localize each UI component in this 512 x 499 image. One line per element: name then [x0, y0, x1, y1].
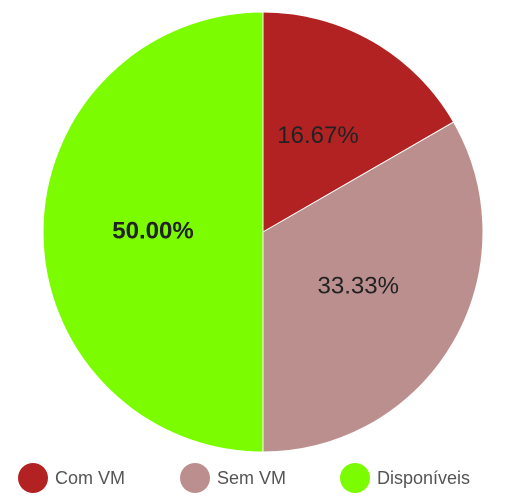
- pie-slice: [42, 11, 264, 453]
- legend-swatch: [340, 463, 370, 493]
- legend-swatch: [18, 463, 48, 493]
- legend-label: Com VM: [55, 468, 125, 488]
- legend-label: Disponíveis: [377, 468, 470, 488]
- value-label: 50.00%: [112, 217, 193, 244]
- pie-slice: [262, 11, 455, 233]
- value-label: 16.67%: [277, 122, 358, 149]
- legend-swatch: [180, 463, 210, 493]
- value-label: 33.33%: [318, 272, 399, 299]
- pie-slice: [262, 121, 484, 453]
- legend-label: Sem VM: [217, 468, 286, 488]
